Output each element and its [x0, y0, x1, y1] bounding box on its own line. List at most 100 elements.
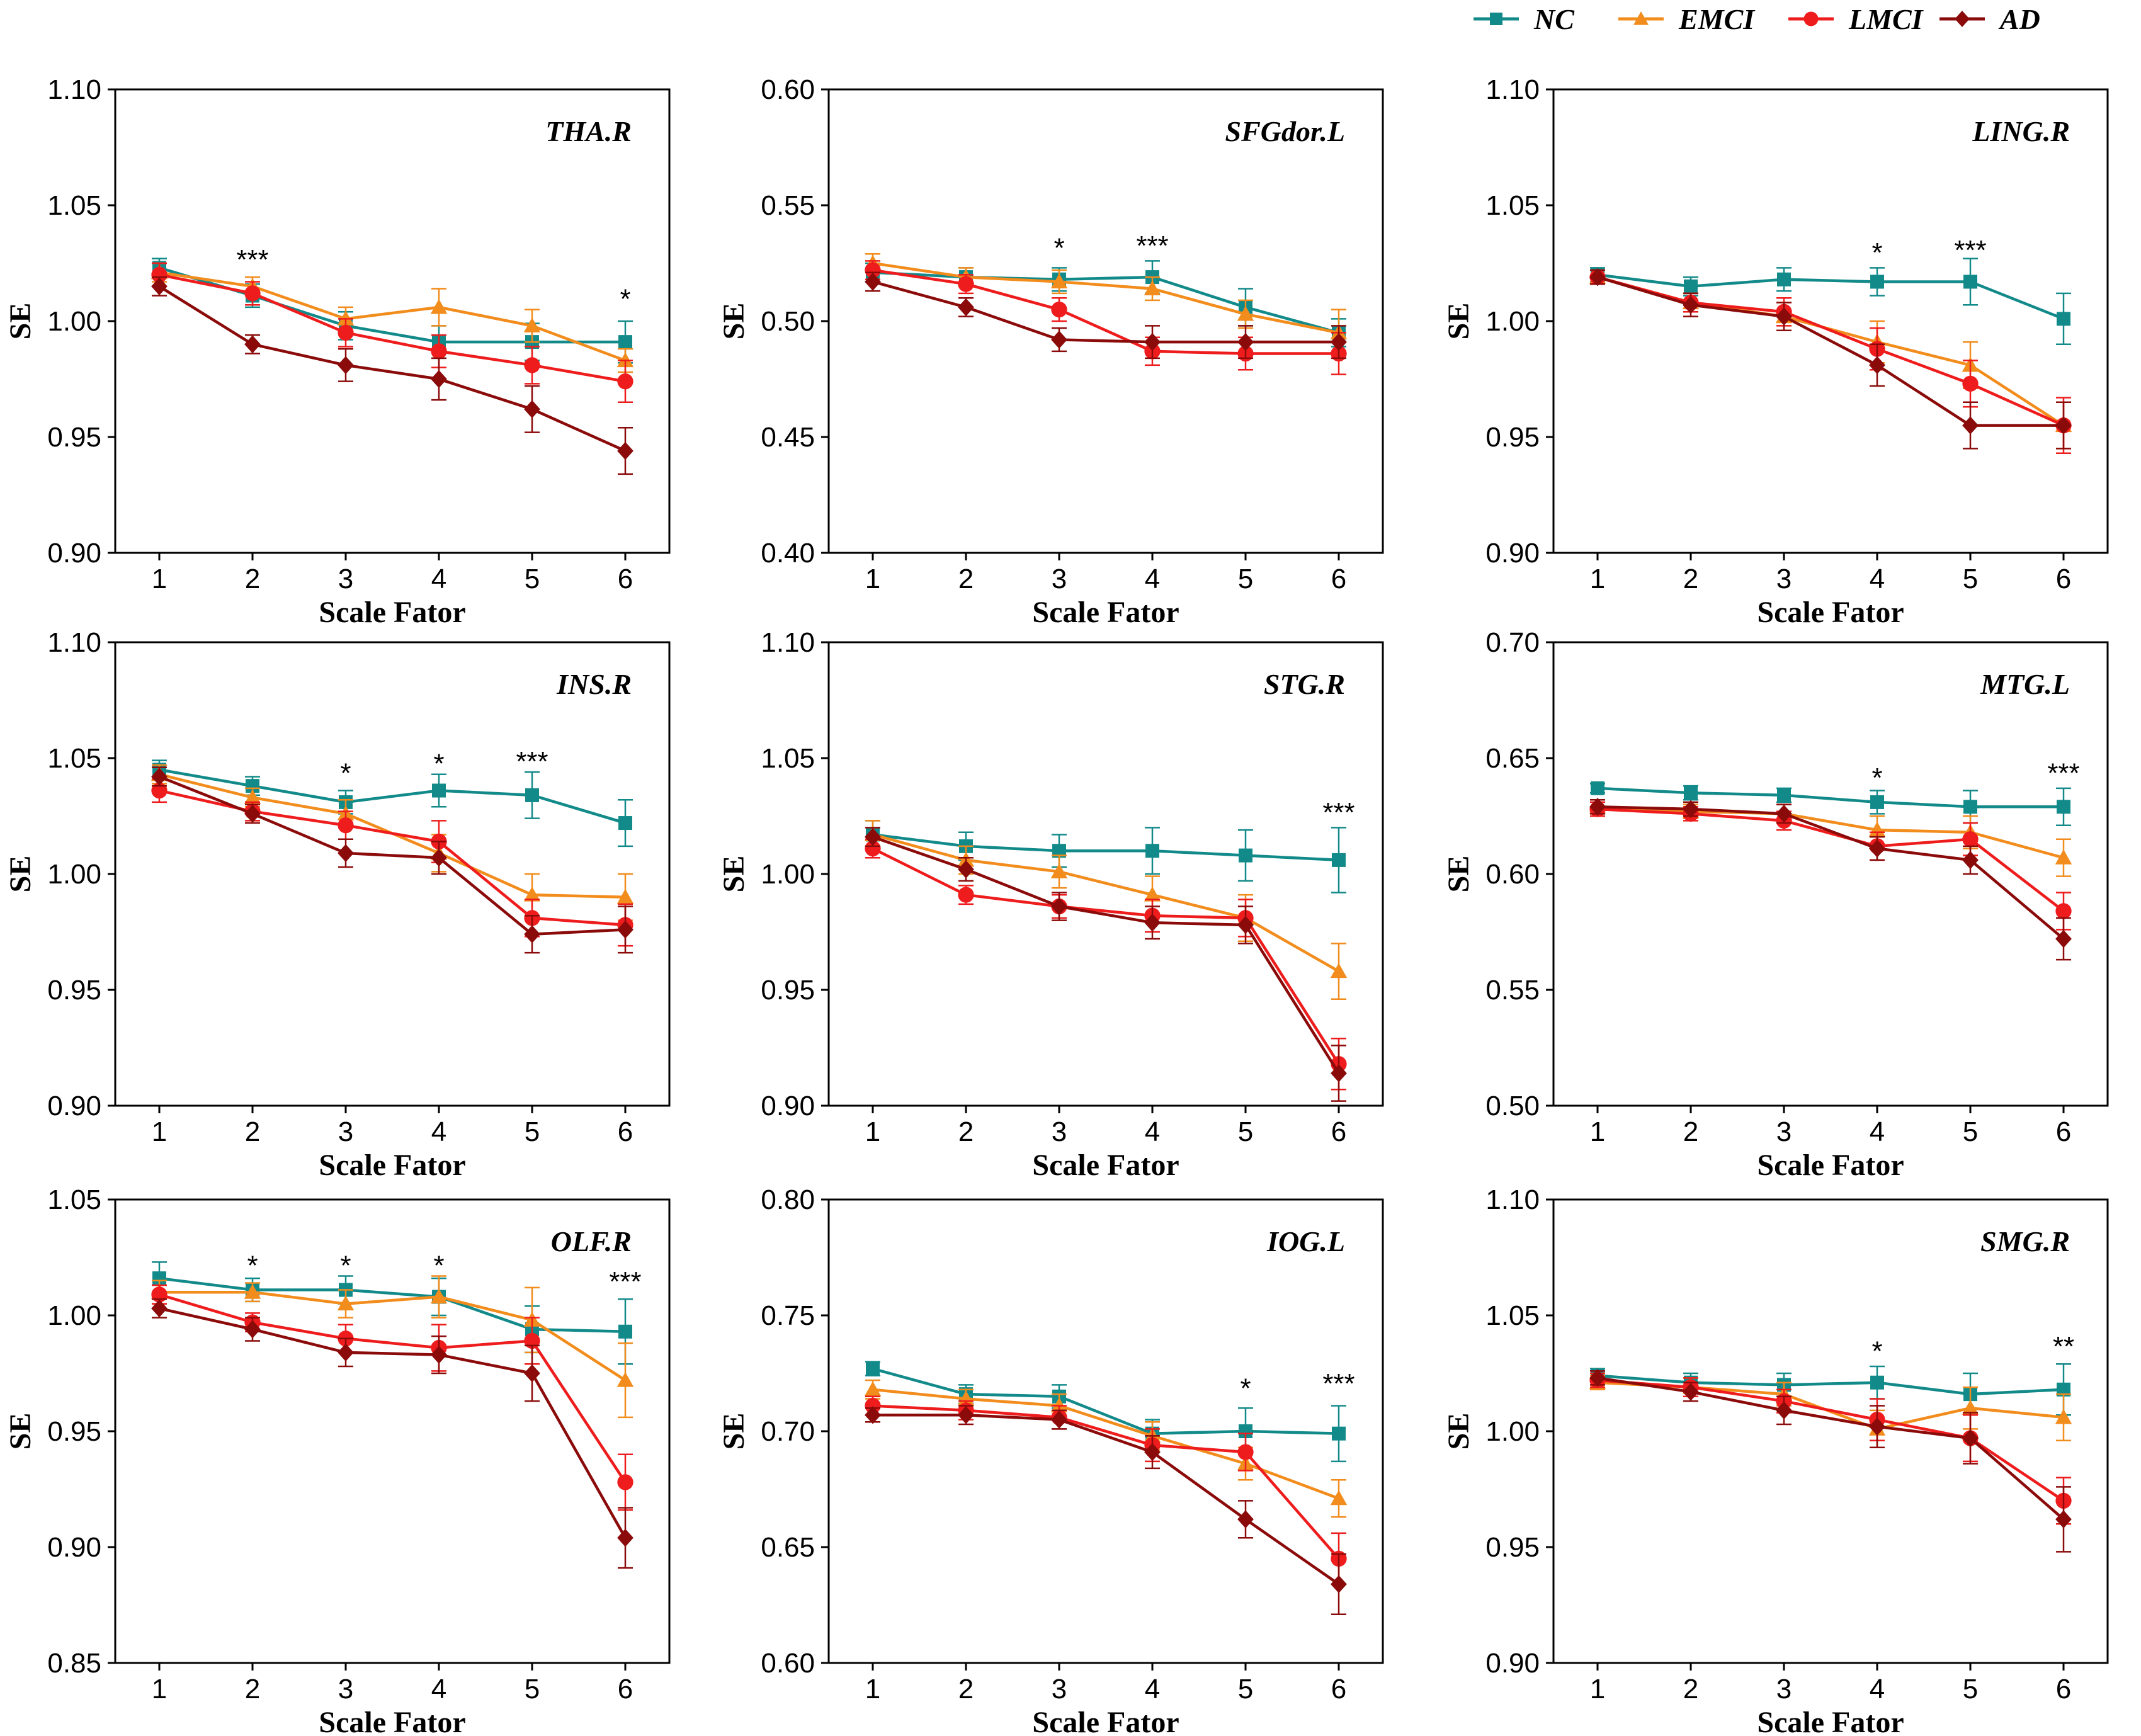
x-tick-label: 2 [958, 1116, 974, 1147]
series-ad [1589, 268, 2072, 450]
data-point [1144, 1443, 1161, 1461]
significance-label: * [1053, 233, 1064, 264]
significance-label: * [1240, 1373, 1251, 1404]
series-line [872, 261, 1339, 334]
series-line [159, 1307, 627, 1539]
y-tick-label: 1.10 [1485, 74, 1540, 105]
y-tick-label: 0.60 [1485, 859, 1540, 890]
data-point [432, 783, 446, 798]
plot-frame [1552, 1198, 2109, 1664]
series-ad [865, 271, 1347, 360]
legend-label-emci: EMCI [1678, 3, 1756, 35]
panel-ling-r: 0.90 0.95 1.00 1.05 1.10 1 2 3 4 5 6 Scale Fator SE L… [1442, 74, 2109, 629]
panel-title: STG.R [1264, 668, 1345, 700]
data-point [152, 1271, 166, 1286]
x-tick-label: 3 [1052, 1674, 1067, 1705]
y-tick-label: 0.95 [47, 422, 101, 453]
significance-label: * [1871, 237, 1882, 268]
data-point [1330, 1490, 1348, 1506]
series-line [1597, 275, 2064, 427]
data-point [865, 273, 881, 291]
series-line [159, 1293, 627, 1484]
y-tick-label: 1.00 [47, 306, 101, 337]
y-tick-label: 1.00 [47, 859, 101, 890]
significance-label: ** [2053, 1331, 2074, 1362]
data-point [1869, 1417, 1885, 1436]
data-point [1239, 848, 1252, 863]
data-point [431, 1346, 447, 1364]
x-axis-label: Scale Fator [1032, 596, 1179, 629]
y-axis-label: SE [4, 303, 37, 340]
panel-smg-r: 0.90 0.95 1.00 1.05 1.10 1 2 3 4 5 6 Scale Fator SE S… [1442, 1184, 2109, 1736]
series-emci [150, 1275, 634, 1419]
data-point [523, 317, 541, 332]
y-tick-label: 0.50 [1485, 1091, 1540, 1121]
panel-title: OLF.R [551, 1225, 632, 1257]
y-tick-label: 1.00 [1485, 306, 1540, 337]
data-point [1870, 275, 1884, 289]
data-point [244, 805, 261, 823]
series-line [872, 833, 1340, 973]
data-point [864, 1381, 882, 1397]
data-point [338, 844, 354, 863]
data-point [1237, 1444, 1254, 1460]
data-point [1962, 416, 1979, 434]
x-tick-label: 1 [865, 1116, 880, 1147]
series-line [1597, 807, 2065, 912]
data-point [865, 1405, 881, 1424]
panel-title: INS.R [556, 668, 632, 700]
x-tick-label: 4 [1145, 1674, 1160, 1705]
x-tick-label: 5 [1963, 1116, 1978, 1147]
data-point [1050, 273, 1068, 288]
series-line [1597, 786, 2064, 808]
series-line [159, 775, 626, 936]
data-point [524, 400, 540, 419]
data-point [958, 887, 974, 903]
series-line [1597, 805, 2064, 859]
significance-label: * [1871, 1336, 1882, 1367]
y-tick-label: 0.75 [761, 1300, 815, 1331]
data-point [2055, 1510, 2072, 1529]
series-line [1597, 1376, 2065, 1521]
data-point [1589, 1369, 1606, 1387]
panel-stg-r: 0.90 0.95 1.00 1.05 1.10 1 2 3 4 5 6 Scale Fator SE S… [717, 627, 1384, 1182]
x-tick-label: 4 [431, 1116, 446, 1147]
data-point [2057, 312, 2070, 326]
x-tick-label: 6 [1331, 564, 1346, 594]
y-tick-label: 0.85 [47, 1648, 101, 1679]
x-tick-label: 6 [1331, 1674, 1346, 1705]
y-tick-label: 0.55 [1485, 975, 1540, 1006]
x-axis-label: Scale Fator [319, 596, 465, 629]
data-point [246, 779, 259, 793]
data-point [1777, 788, 1791, 802]
data-point [1051, 897, 1067, 916]
series-ad [151, 276, 633, 475]
x-tick-label: 1 [152, 1674, 167, 1705]
data-point [2055, 416, 2072, 434]
data-point [431, 343, 447, 360]
data-point [2057, 800, 2070, 814]
y-tick-label: 1.05 [1485, 190, 1540, 221]
significance-label: *** [2047, 757, 2079, 788]
data-point [1237, 332, 1254, 351]
x-tick-label: 3 [338, 564, 353, 594]
data-point [338, 324, 354, 341]
data-point [2055, 849, 2072, 865]
data-point [1589, 797, 1606, 816]
series-line [873, 1413, 1340, 1586]
data-point [431, 370, 447, 389]
data-point [865, 1397, 881, 1414]
x-tick-label: 6 [618, 1674, 633, 1705]
x-axis-label: Scale Fator [1032, 1706, 1179, 1736]
y-tick-label: 1.05 [47, 190, 101, 221]
data-point [338, 817, 354, 834]
panel-title: MTG.L [1980, 668, 2070, 700]
series-line [1597, 1374, 2064, 1396]
y-tick-label: 0.95 [761, 975, 815, 1006]
legend-marker-ad [1955, 11, 1970, 27]
x-tick-label: 2 [245, 564, 260, 594]
series-line [1597, 805, 2065, 940]
series-line [1597, 273, 2064, 321]
data-point [618, 335, 632, 349]
y-tick-label: 0.60 [761, 1648, 815, 1679]
